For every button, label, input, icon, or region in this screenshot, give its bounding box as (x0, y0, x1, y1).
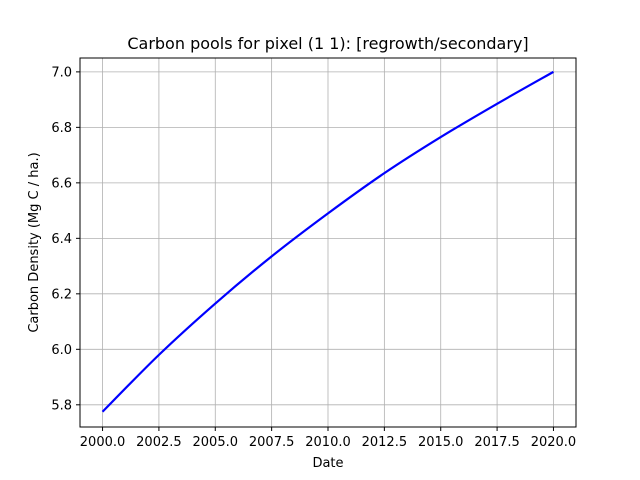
y-tick-label: 6.0 (51, 343, 72, 358)
y-tick-label: 7.0 (51, 65, 72, 80)
x-tick-label: 2010.0 (305, 435, 351, 450)
x-tick-label: 2000.0 (80, 435, 126, 450)
tick-layer: 2000.0 2002.5 2005.0 2007.5 2010.0 2012.5 2015… (51, 65, 576, 450)
x-axis-label: Date (312, 456, 343, 471)
chart-title: Carbon pools for pixel (1 1): [regrowth/… (127, 34, 528, 53)
y-tick-label: 6.4 (51, 232, 72, 247)
x-tick-label: 2005.0 (193, 435, 239, 450)
y-tick-label: 6.8 (51, 121, 72, 136)
x-tick-label: 2020.0 (531, 435, 577, 450)
grid-layer (80, 58, 576, 427)
y-tick-label: 5.8 (51, 398, 72, 413)
series-layer (101, 70, 554, 413)
x-tick-label: 2007.5 (249, 435, 295, 450)
x-tick-label: 2017.5 (474, 435, 520, 450)
x-tick-label: 2002.5 (136, 435, 182, 450)
y-axis-label: Carbon Density (Mg C / ha.) (27, 152, 42, 332)
y-tick-label: 6.6 (51, 176, 72, 191)
series-line (101, 70, 554, 413)
y-tick-label: 6.2 (51, 287, 72, 302)
x-tick-label: 2012.5 (362, 435, 408, 450)
x-tick-label: 2015.0 (418, 435, 464, 450)
